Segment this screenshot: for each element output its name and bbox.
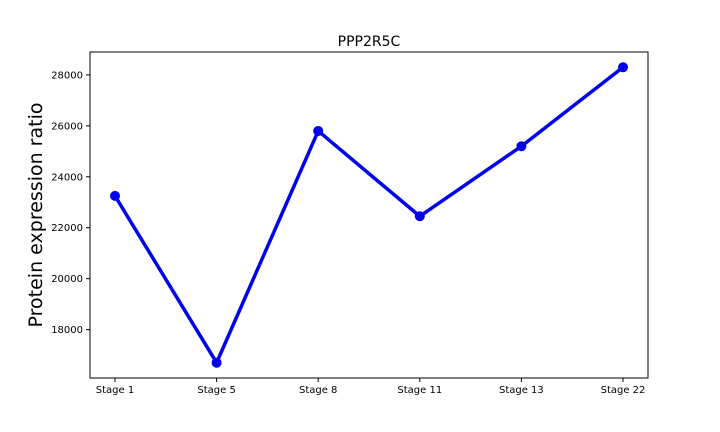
x-tick-label: Stage 22 [601,385,646,396]
data-point [516,141,527,152]
y-tick-label: 26000 [51,121,83,132]
chart-title: PPP2R5C [338,34,401,50]
series-line [113,65,625,367]
y-tick-label: 20000 [51,274,83,285]
y-tick-label: 18000 [51,325,83,336]
y-tick-label: 22000 [51,223,83,234]
y-tick-label: 24000 [51,172,83,183]
x-tick-label: Stage 8 [299,385,337,396]
x-tick-label: Stage 11 [397,385,442,396]
data-point [618,62,628,73]
data-point [313,125,324,136]
y-axis-label: Protein expression ratio [25,103,47,328]
x-tick-label: Stage 1 [96,385,134,396]
y-tick-label: 28000 [51,70,83,81]
plot-area-frame [89,51,649,379]
data-point [211,357,222,368]
series-layer [110,62,628,368]
x-tick-label: Stage 13 [499,385,544,396]
x-tick-label: Stage 5 [197,385,235,396]
data-point [414,211,425,222]
y-axis-ticks: 18000 20000 22000 24000 26000 28000 [51,70,90,336]
data-point [110,190,120,201]
x-axis-ticks: Stage 1 Stage 5 Stage 8 Stage 11 Stage 13 Sta… [96,378,646,396]
